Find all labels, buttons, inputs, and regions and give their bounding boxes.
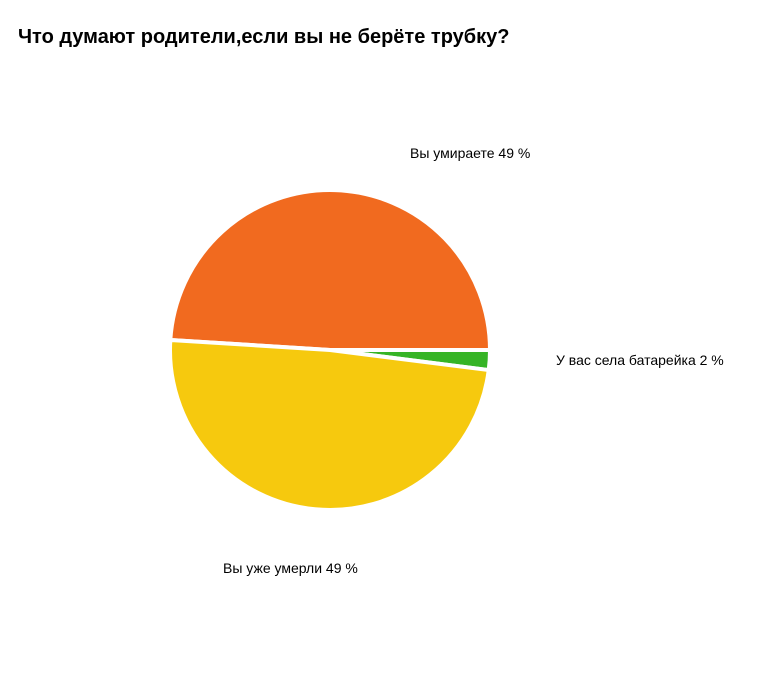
slice-label-2: Вы уже умерли 49 %	[223, 560, 358, 576]
slice-label-0: Вы умираете 49 %	[410, 145, 530, 161]
pie-chart	[0, 0, 765, 675]
pie-slice-2	[170, 340, 489, 510]
slice-label-1: У вас села батарейка 2 %	[556, 352, 724, 368]
pie-slice-0	[170, 190, 490, 350]
